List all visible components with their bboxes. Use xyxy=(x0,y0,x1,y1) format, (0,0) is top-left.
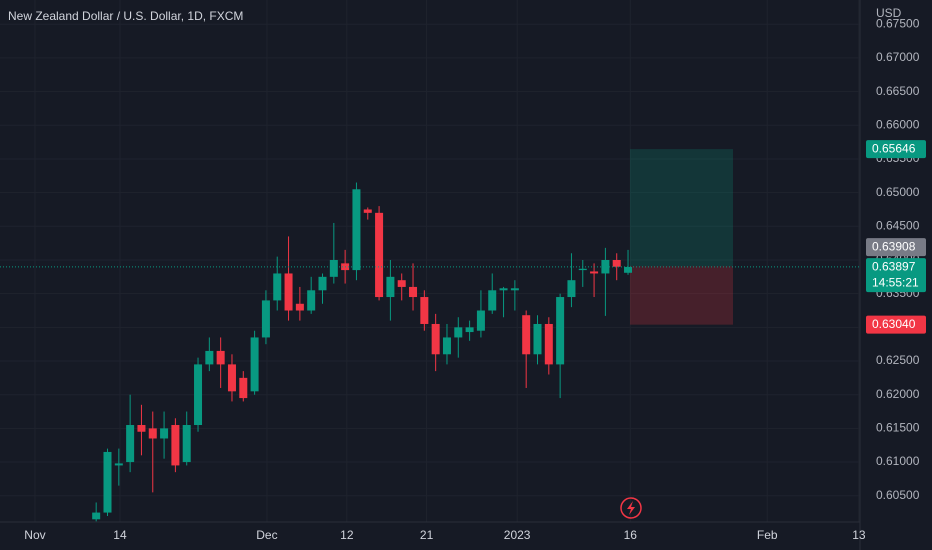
candle-body xyxy=(522,315,531,355)
y-tick-label: 0.64500 xyxy=(876,218,920,232)
y-tick-label: 0.62000 xyxy=(876,387,920,401)
candle-body xyxy=(533,323,542,355)
candle-body xyxy=(318,276,327,291)
candle-body xyxy=(307,290,316,311)
candle-body xyxy=(205,350,214,365)
chart-title: New Zealand Dollar / U.S. Dollar, 1D, FX… xyxy=(8,9,243,23)
y-tick-label: 0.67000 xyxy=(876,50,920,64)
price-tag xyxy=(866,258,926,293)
x-tick-label: Feb xyxy=(757,528,778,542)
price-tag-label: 0.63908 xyxy=(872,239,916,253)
candle-body xyxy=(92,512,101,520)
candle-body xyxy=(295,303,304,311)
candle-body xyxy=(329,259,338,277)
candle-body xyxy=(624,266,633,273)
y-tick-label: 0.61000 xyxy=(876,454,920,468)
candle-body xyxy=(544,323,553,365)
x-tick-label: 14 xyxy=(113,528,127,542)
y-tick-label: 0.61500 xyxy=(876,421,920,435)
x-tick-label: 2023 xyxy=(504,528,531,542)
price-tag-label: 0.65646 xyxy=(872,141,916,155)
candle-body xyxy=(499,288,508,291)
candle-body xyxy=(409,286,418,298)
price-tag-label: 0.63897 xyxy=(872,259,916,273)
event-icon[interactable] xyxy=(620,497,642,519)
price-tag xyxy=(866,315,926,334)
y-tick-label: 0.65000 xyxy=(876,185,920,199)
price-tag-label: 0.63040 xyxy=(872,317,916,331)
candle-body xyxy=(465,327,474,333)
y-tick-label: 0.66500 xyxy=(876,84,920,98)
candle-body xyxy=(375,212,384,298)
candle-body xyxy=(578,268,587,271)
x-tick-label: Dec xyxy=(256,528,277,542)
candle-body xyxy=(160,428,169,439)
x-tick-label: Nov xyxy=(24,528,45,542)
candle-body xyxy=(601,259,610,274)
currency-label: USD xyxy=(876,6,902,20)
candle-body xyxy=(420,297,429,324)
candle-body xyxy=(261,300,270,338)
candle-body xyxy=(476,310,485,331)
candle-body xyxy=(612,259,621,267)
price-tag xyxy=(866,140,926,159)
candle-body xyxy=(363,209,372,213)
candle-body xyxy=(556,297,565,365)
x-tick-label: 16 xyxy=(624,528,638,542)
profit-zone xyxy=(630,149,733,267)
candle-body xyxy=(126,425,135,463)
candle-body xyxy=(431,323,440,355)
candle-body xyxy=(567,280,576,298)
candle-body xyxy=(442,337,451,355)
candle-body xyxy=(182,425,191,463)
x-tick-label: 13 xyxy=(852,528,866,542)
y-tick-label: 0.67500 xyxy=(876,16,920,30)
candle-body xyxy=(239,377,248,399)
y-tick-label: 0.60500 xyxy=(876,488,920,502)
candle-body xyxy=(171,425,180,466)
x-tick-label: 12 xyxy=(340,528,354,542)
candle-body xyxy=(137,425,146,432)
candle-body xyxy=(273,273,282,301)
candle-body xyxy=(250,337,259,392)
x-tick-label: 21 xyxy=(420,528,434,542)
candle-body xyxy=(488,290,497,311)
candle-body xyxy=(194,364,203,426)
candle-body xyxy=(114,463,123,466)
candle-body xyxy=(284,273,293,311)
candle-body xyxy=(227,364,236,392)
price-tag xyxy=(866,238,926,257)
countdown-label: 14:55:21 xyxy=(872,275,919,289)
candle-body xyxy=(510,288,519,291)
y-tick-label: 0.62500 xyxy=(876,353,920,367)
candle-body xyxy=(216,350,225,365)
y-tick-label: 0.66000 xyxy=(876,117,920,131)
loss-zone xyxy=(630,266,733,325)
candle-body xyxy=(352,189,361,271)
candle-body xyxy=(386,276,395,298)
candle-body xyxy=(148,428,157,439)
candle-body xyxy=(590,271,599,274)
candle-body xyxy=(454,327,463,338)
candle-body xyxy=(397,280,406,287)
candle-body xyxy=(103,451,112,513)
